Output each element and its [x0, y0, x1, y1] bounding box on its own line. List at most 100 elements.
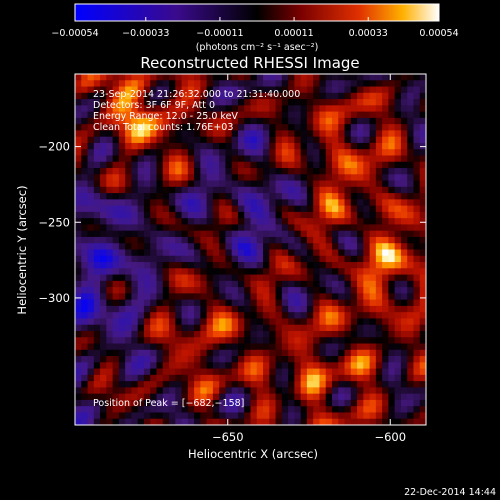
heatmap-cell [256, 168, 264, 175]
heatmap-cell [112, 349, 120, 357]
heatmap-cell [300, 168, 308, 175]
heatmap-cell [344, 262, 352, 269]
heatmap-cell [369, 368, 377, 376]
heatmap-cell [357, 293, 364, 301]
heatmap-cell [319, 324, 327, 332]
heatmap-cell [419, 136, 426, 144]
heatmap-cell [200, 99, 208, 106]
heatmap-cell [231, 274, 239, 282]
heatmap-cell [256, 406, 264, 414]
heatmap-cell [263, 268, 270, 276]
heatmap-cell [125, 92, 133, 100]
heatmap-cell [400, 86, 408, 94]
heatmap-cell [344, 324, 352, 332]
heatmap-cell [212, 236, 220, 244]
heatmap-cell [175, 92, 183, 100]
heatmap-cell [169, 111, 176, 119]
heatmap-cell [369, 362, 377, 370]
heatmap-cell [225, 318, 233, 326]
heatmap-cell [263, 174, 270, 182]
heatmap-cell [407, 205, 415, 213]
heatmap-cell [225, 161, 233, 169]
heatmap-cell [313, 393, 321, 401]
heatmap-cell [131, 330, 139, 338]
heatmap-cell [306, 236, 314, 244]
heatmap-cell [125, 224, 133, 232]
heatmap-cell [81, 399, 89, 407]
heatmap-cell [413, 199, 421, 207]
heatmap-cell [118, 262, 126, 269]
heatmap-cell [350, 368, 358, 376]
heatmap-cell [137, 230, 145, 238]
heatmap-cell [256, 418, 264, 425]
heatmap-cell [87, 418, 95, 425]
heatmap-cell [81, 243, 89, 251]
heatmap-cell [87, 74, 95, 81]
heatmap-cell [194, 337, 201, 345]
heatmap-cell [244, 406, 252, 414]
heatmap-cell [275, 180, 283, 188]
heatmap-cell [306, 293, 314, 301]
heatmap-cell [112, 374, 120, 382]
heatmap-cell [81, 393, 89, 401]
heatmap-cell [231, 249, 239, 257]
heatmap-cell [143, 193, 151, 200]
heatmap-cell [169, 312, 176, 320]
heatmap-cell [263, 124, 270, 132]
heatmap-cell [112, 330, 120, 338]
heatmap-cell [143, 243, 151, 251]
heatmap-cell [187, 330, 195, 338]
heatmap-cell [175, 193, 183, 200]
heatmap-cell [388, 117, 396, 125]
heatmap-cell [294, 381, 302, 388]
heatmap-cell [200, 324, 208, 332]
heatmap-cell [244, 393, 252, 401]
heatmap-cell [244, 262, 252, 269]
heatmap-cell [112, 117, 120, 125]
heatmap-cell [200, 105, 208, 113]
heatmap-cell [369, 399, 377, 407]
heatmap-cell [263, 186, 270, 194]
heatmap-cell [382, 86, 389, 94]
heatmap-cell [194, 168, 201, 175]
heatmap-cell [244, 337, 252, 345]
heatmap-cell [400, 124, 408, 132]
heatmap-cell [100, 243, 107, 251]
heatmap-cell [394, 161, 402, 169]
heatmap-cell [143, 99, 151, 106]
heatmap-cell [388, 293, 396, 301]
heatmap-cell [100, 368, 107, 376]
heatmap-cell [237, 117, 245, 125]
heatmap-cell [269, 274, 277, 282]
heatmap-cell [350, 393, 358, 401]
heatmap-cell [169, 186, 176, 194]
heatmap-cell [269, 193, 277, 200]
heatmap-cell [244, 224, 252, 232]
heatmap-cell [200, 80, 208, 88]
heatmap-cell [150, 368, 158, 376]
heatmap-cell [394, 136, 402, 144]
heatmap-cell [288, 255, 295, 263]
heatmap-cell [306, 243, 314, 251]
heatmap-cell [269, 99, 277, 106]
heatmap-cell [400, 293, 408, 301]
heatmap-cell [350, 280, 358, 288]
heatmap-cell [313, 305, 321, 313]
heatmap-cell [169, 117, 176, 125]
heatmap-cell [156, 418, 164, 425]
heatmap-cell [319, 142, 327, 150]
heatmap-cell [407, 330, 415, 338]
heatmap-cell [350, 274, 358, 282]
heatmap-cell [350, 236, 358, 244]
heatmap-cell [382, 236, 389, 244]
heatmap-cell [319, 299, 327, 307]
heatmap-cell [162, 287, 170, 294]
heatmap-cell [275, 255, 283, 263]
heatmap-cell [319, 92, 327, 100]
heatmap-cell [250, 205, 258, 213]
heatmap-cell [263, 299, 270, 307]
heatmap-cell [231, 130, 239, 138]
heatmap-cell [187, 381, 195, 388]
heatmap-cell [357, 368, 364, 376]
heatmap-cell [269, 180, 277, 188]
